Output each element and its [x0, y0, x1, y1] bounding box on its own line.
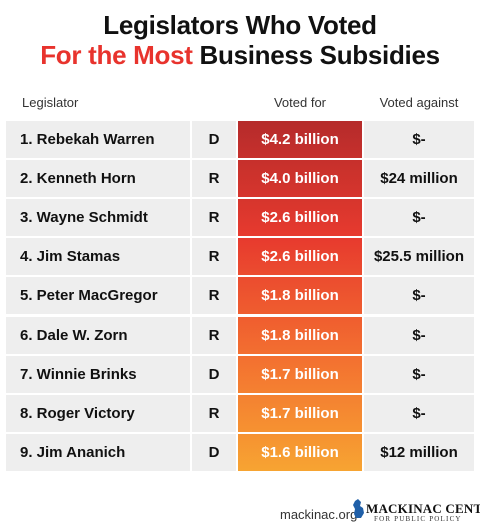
- party-cell: D: [192, 355, 236, 393]
- voted-against-cell: $-: [364, 355, 474, 393]
- voted-for-cell: $1.8 billion: [238, 316, 362, 354]
- voted-for-cell: $1.7 billion: [238, 394, 362, 432]
- column-header-voted-against: Voted against: [379, 95, 459, 110]
- voted-for-cell: $1.6 billion: [238, 433, 362, 471]
- legislator-name: 9. Jim Ananich: [6, 433, 190, 471]
- logo-subtitle: FOR PUBLIC POLICY: [374, 515, 462, 523]
- voted-against-cell: $-: [364, 277, 474, 315]
- column-header-voted-for: Voted for: [273, 95, 327, 110]
- title-highlight: For the Most: [40, 40, 193, 70]
- party-cell: R: [192, 238, 236, 276]
- voted-for-cell: $4.0 billion: [238, 160, 362, 198]
- party-cell: R: [192, 277, 236, 315]
- voted-against-cell: $12 million: [364, 433, 474, 471]
- party-cell: R: [192, 199, 236, 237]
- table-row: 8. Roger Victory R $1.7 billion $-: [6, 394, 474, 432]
- legislator-name: 7. Winnie Brinks: [6, 355, 190, 393]
- legislator-name: 6. Dale W. Zorn: [6, 316, 190, 354]
- voted-for-cell: $1.8 billion: [238, 277, 362, 315]
- party-cell: R: [192, 394, 236, 432]
- table-row: 9. Jim Ananich D $1.6 billion $12 million: [6, 433, 474, 471]
- table-row: 6. Dale W. Zorn R $1.8 billion $-: [6, 316, 474, 354]
- voted-for-cell: $4.2 billion: [238, 121, 362, 158]
- legislator-name: 4. Jim Stamas: [6, 238, 190, 276]
- legislator-name: 2. Kenneth Horn: [6, 160, 190, 198]
- chart-title-line2: For the Most Business Subsidies: [0, 40, 480, 71]
- data-table: 1. Rebekah Warren D $4.2 billion $- 2. Kenne…: [6, 121, 474, 471]
- table-row: 4. Jim Stamas R $2.6 billion $25.5 million: [6, 238, 474, 276]
- voted-for-cell: $2.6 billion: [238, 199, 362, 237]
- legislator-name: 1. Rebekah Warren: [6, 121, 190, 158]
- table-row: 2. Kenneth Horn R $4.0 billion $24 million: [6, 160, 474, 198]
- party-cell: R: [192, 160, 236, 198]
- party-cell: D: [192, 121, 236, 158]
- legislator-name: 8. Roger Victory: [6, 394, 190, 432]
- voted-against-cell: $-: [364, 394, 474, 432]
- voted-against-cell: $-: [364, 316, 474, 354]
- legislator-name: 5. Peter MacGregor: [6, 277, 190, 315]
- mackinac-center-logo: MACKINAC CENTER FOR PUBLIC POLICY: [350, 495, 480, 525]
- voted-against-cell: $24 million: [364, 160, 474, 198]
- voted-against-cell: $-: [364, 121, 474, 158]
- column-header-legislator: Legislator: [22, 95, 79, 110]
- table-row: 5. Peter MacGregor R $1.8 billion $-: [6, 277, 474, 315]
- party-cell: R: [192, 316, 236, 354]
- voted-for-cell: $1.7 billion: [238, 355, 362, 393]
- chart-title-line1: Legislators Who Voted: [103, 10, 377, 40]
- voted-for-cell: $2.6 billion: [238, 238, 362, 276]
- table-row: 7. Winnie Brinks D $1.7 billion $-: [6, 355, 474, 393]
- voted-against-cell: $25.5 million: [364, 238, 474, 276]
- title-rest: Business Subsidies: [192, 40, 441, 70]
- michigan-map-icon: [353, 499, 364, 518]
- table-row: 3. Wayne Schmidt R $2.6 billion $-: [6, 199, 474, 237]
- voted-against-cell: $-: [364, 199, 474, 237]
- footer-url: mackinac.org: [280, 507, 358, 522]
- table-row: 1. Rebekah Warren D $4.2 billion $-: [6, 121, 474, 158]
- legislator-name: 3. Wayne Schmidt: [6, 199, 190, 237]
- party-cell: D: [192, 433, 236, 471]
- logo-name: MACKINAC CENTER: [366, 501, 480, 516]
